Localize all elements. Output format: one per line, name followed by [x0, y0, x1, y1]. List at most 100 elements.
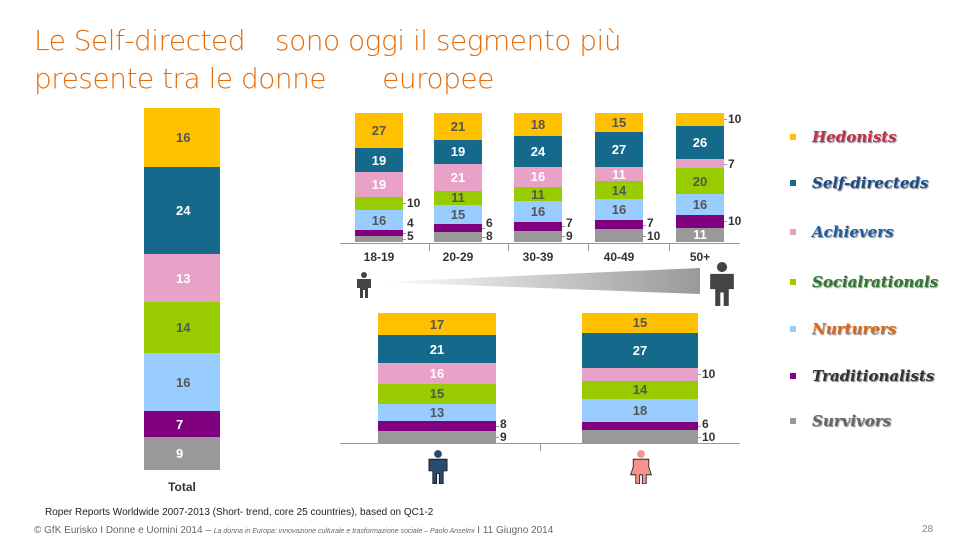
legend-item: Achievers — [790, 223, 894, 241]
legend-label: Survivors — [812, 412, 892, 430]
segment-value-label: 9 — [500, 430, 507, 444]
age-bar-40-49: 15 27 11 14 16 — [595, 113, 643, 242]
legend-item: Hedonists — [790, 128, 897, 146]
legend-swatch — [790, 279, 796, 285]
segment-value-label: 10 — [702, 367, 716, 382]
label-leader — [482, 227, 485, 229]
segment-hedonists: 21 — [434, 113, 482, 140]
legend-label: Achievers — [812, 223, 894, 241]
segment-hedonists: 16 — [144, 108, 220, 167]
segment-hedonists: 15 — [595, 113, 643, 133]
segment-value-label: 10 — [728, 112, 742, 127]
segment-value-label: 8 — [486, 229, 493, 243]
legend-label: Hedonists — [812, 128, 897, 146]
segment-self-directeds: 26 — [676, 125, 724, 160]
segment-survivors — [378, 431, 496, 443]
title-part: europee — [382, 62, 494, 95]
segment-value-label: 10 — [647, 229, 661, 243]
man-icon — [428, 450, 448, 484]
segment-nurturers: 13 — [378, 403, 496, 421]
segment-nurturers: 16 — [355, 209, 403, 231]
axis-tick — [540, 443, 541, 451]
segment-value-label: 6 — [702, 417, 709, 431]
label-leader — [496, 437, 499, 439]
segment-value-label: 5 — [407, 229, 414, 243]
legend-item: Socialrationals — [790, 273, 938, 291]
segment-nurturers: 15 — [434, 204, 482, 225]
segment-achievers: 16 — [378, 362, 496, 384]
segment-value-label: 4 — [407, 216, 414, 230]
segment-survivors: 9 — [144, 437, 220, 470]
segment-achievers — [676, 159, 724, 169]
total-label: Total — [168, 480, 196, 494]
source-note: Roper Reports Worldwide 2007-2013 (Short… — [45, 507, 434, 518]
page-number: 28 — [922, 524, 934, 535]
age-bar-18-19: 27 19 19 16 — [355, 113, 403, 242]
legend-label: Nurturers — [812, 320, 897, 338]
title-part: Le Self-directed — [34, 24, 246, 57]
label-leader — [698, 436, 701, 438]
age-label: 40-49 — [603, 250, 635, 264]
label-leader — [403, 232, 406, 234]
footer-date: I 11 Giugno 2014 — [474, 525, 554, 536]
legend-swatch — [790, 326, 796, 332]
segment-traditionalists — [595, 220, 643, 230]
segment-value-label: 10 — [728, 214, 742, 229]
segment-value-label: 9 — [566, 229, 573, 243]
label-leader — [724, 221, 727, 223]
segment-hedonists — [676, 113, 724, 126]
age-axis — [340, 243, 740, 244]
legend-item: Self-directeds — [790, 174, 928, 192]
segment-value-label: 10 — [702, 430, 716, 444]
segment-nurturers: 16 — [595, 199, 643, 221]
gender-bar-men: 17 21 16 15 13 — [378, 313, 496, 443]
age-gradient-wedge — [380, 268, 700, 294]
legend-swatch — [790, 373, 796, 379]
age-label: 30-39 — [522, 250, 554, 264]
segment-traditionalists — [434, 224, 482, 232]
segment-value-label: 8 — [500, 417, 507, 431]
legend-item: Survivors — [790, 412, 891, 430]
segment-hedonists: 18 — [514, 113, 562, 136]
label-leader — [562, 226, 565, 228]
legend-label: Socialrationals — [812, 273, 939, 291]
segment-survivors — [582, 430, 698, 443]
segment-achievers — [582, 367, 698, 381]
segment-self-directeds: 24 — [514, 135, 562, 167]
footer-subtitle: La donna in Europa: innovazione cultural… — [213, 528, 475, 535]
label-leader — [403, 203, 406, 205]
segment-value-label: 7 — [728, 156, 735, 171]
age-bar-30-39: 18 24 16 11 16 — [514, 113, 562, 242]
legend-label: Self-directeds — [812, 174, 929, 192]
label-leader — [698, 374, 701, 376]
segment-self-directeds: 19 — [355, 147, 403, 173]
axis-tick — [588, 243, 589, 251]
segment-traditionalists — [514, 221, 562, 231]
segment-self-directeds: 27 — [595, 132, 643, 168]
axis-tick — [669, 243, 670, 251]
segment-hedonists: 17 — [378, 313, 496, 336]
segment-traditionalists — [355, 230, 403, 236]
segment-socialrationals: 14 — [595, 181, 643, 200]
label-leader — [562, 236, 565, 238]
small-person-icon — [357, 272, 371, 298]
segment-traditionalists: 7 — [144, 411, 220, 438]
legend-swatch — [790, 180, 796, 186]
legend-item: Traditionalists — [790, 367, 934, 385]
legend-swatch — [790, 134, 796, 140]
segment-achievers: 11 — [595, 167, 643, 182]
segment-value-label: 7 — [566, 216, 573, 230]
segment-socialrationals: 14 — [582, 380, 698, 399]
title-part: sono oggi il segmento più — [275, 24, 622, 57]
segment-survivors: 11 — [676, 227, 724, 242]
age-label: 18-19 — [363, 250, 395, 264]
segment-self-directeds: 27 — [582, 332, 698, 368]
segment-socialrationals: 11 — [514, 187, 562, 202]
label-leader — [643, 235, 646, 237]
footer: © GfK Eurisko I Donne e Uomini 2014 – La… — [34, 525, 553, 536]
legend-swatch — [790, 229, 796, 235]
segment-traditionalists — [378, 420, 496, 432]
segment-survivors — [434, 231, 482, 242]
label-leader — [643, 224, 646, 226]
label-leader — [403, 238, 406, 240]
